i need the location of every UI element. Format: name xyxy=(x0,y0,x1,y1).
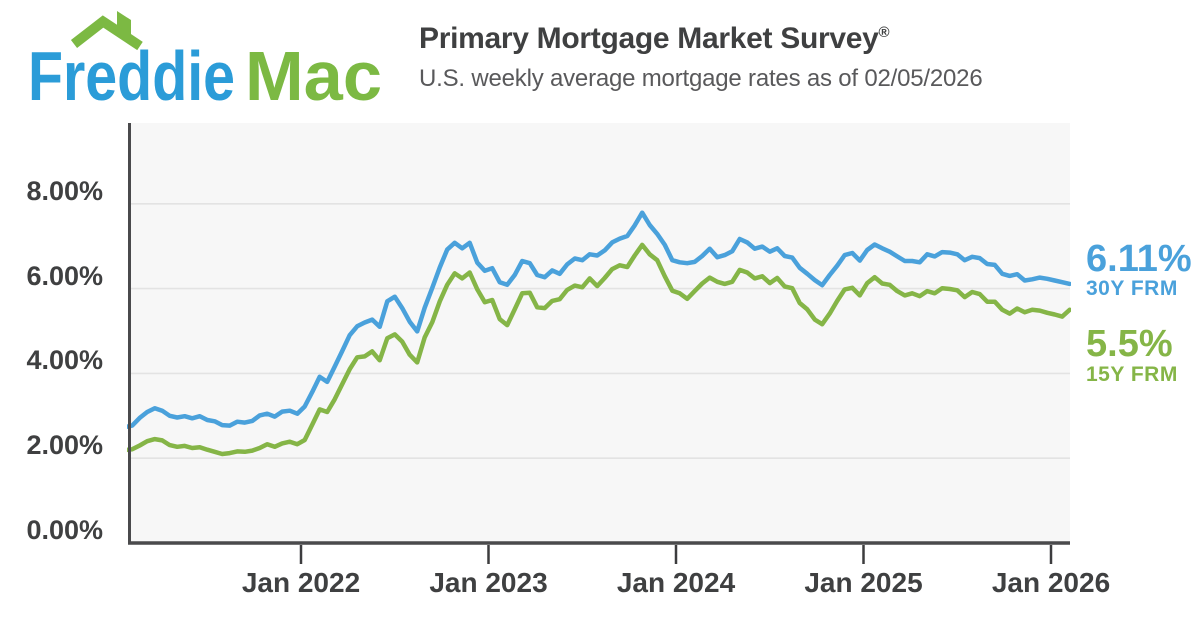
house-roof-icon xyxy=(70,15,143,51)
line-30y-frm xyxy=(127,210,1071,430)
logo-word-mac: Mac xyxy=(245,37,382,108)
rate-value-30y-frm: 6.11% xyxy=(1086,238,1192,280)
page-title-text: Primary Mortgage Market Survey xyxy=(419,22,879,55)
page-subtitle: U.S. weekly average mortgage rates as of… xyxy=(419,65,983,92)
x-tick-label-2024: Jan 2024 xyxy=(616,567,736,598)
x-tick-label-2022: Jan 2022 xyxy=(241,567,361,598)
chimney-icon xyxy=(117,11,131,35)
plot-background xyxy=(128,123,1070,545)
logo-word-freddie: Freddie xyxy=(28,37,235,108)
y-tick-label-0: 0.00% xyxy=(26,515,103,545)
registered-mark: ® xyxy=(878,24,890,41)
freddie-mac-logo: Freddie Mac xyxy=(28,11,382,108)
series-label-30y-frm: 30Y FRM xyxy=(1086,277,1178,300)
x-tick-label-2026: Jan 2026 xyxy=(991,567,1111,598)
y-tick-label-2: 2.00% xyxy=(26,430,103,461)
y-tick-label-6: 6.00% xyxy=(26,260,103,291)
y-tick-label-4: 4.00% xyxy=(26,345,103,376)
rate-value-15y-frm: 5.5% xyxy=(1086,323,1173,365)
page-title: Primary Mortgage Market Survey® xyxy=(419,22,982,56)
x-tick-label-2025: Jan 2025 xyxy=(804,567,923,598)
x-tick-label-2023: Jan 2023 xyxy=(429,567,548,598)
line-15y-frm xyxy=(127,242,1071,457)
title-block: Primary Mortgage Market Survey® U.S. wee… xyxy=(419,22,983,93)
y-tick-label-8: 8.00% xyxy=(26,175,103,206)
series-label-15y-frm: 15Y FRM xyxy=(1086,363,1178,386)
